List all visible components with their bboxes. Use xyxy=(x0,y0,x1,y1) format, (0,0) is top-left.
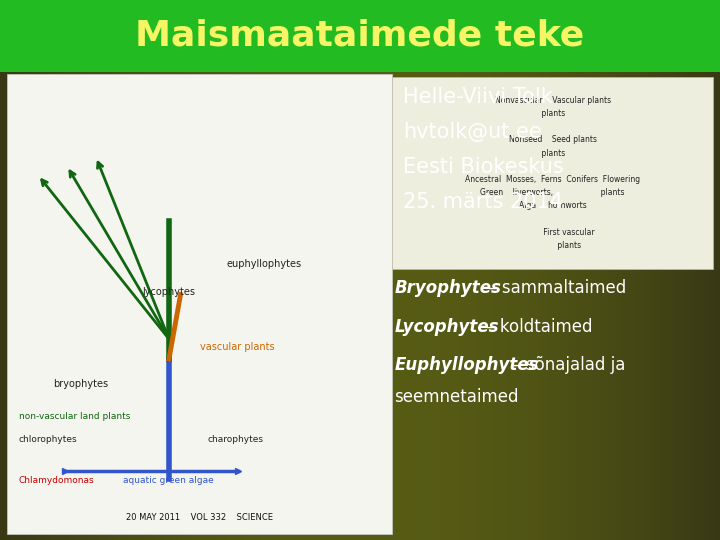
Text: aquatic green algae: aquatic green algae xyxy=(122,476,214,485)
Text: chlorophytes: chlorophytes xyxy=(19,435,77,444)
Text: bryophytes: bryophytes xyxy=(53,379,109,389)
Text: – sõnajalad ja: – sõnajalad ja xyxy=(507,356,625,374)
Text: Helle-Viivi Tolk: Helle-Viivi Tolk xyxy=(403,87,553,107)
Text: non-vascular land plants: non-vascular land plants xyxy=(19,412,130,421)
Text: charophytes: charophytes xyxy=(207,435,264,444)
Text: Nonvascular    Vascular plants
 plants

Nonseed    Seed plants
 plants

Ancestra: Nonvascular Vascular plants plants Nonse… xyxy=(465,96,640,250)
Text: – sammaltaimed: – sammaltaimed xyxy=(482,279,626,296)
Text: Lycophytes: Lycophytes xyxy=(395,318,499,335)
Text: lycophytes: lycophytes xyxy=(142,287,195,296)
Text: hvtolk@ut.ee: hvtolk@ut.ee xyxy=(403,122,542,142)
Text: Maismaataimede teke: Maismaataimede teke xyxy=(135,19,585,53)
Text: seemnetaimed: seemnetaimed xyxy=(395,388,519,406)
Bar xyxy=(0,0,720,72)
Text: euphyllophytes: euphyllophytes xyxy=(227,259,302,269)
Bar xyxy=(392,77,713,269)
Text: vascular plants: vascular plants xyxy=(200,342,274,352)
Text: Euphyllophytes: Euphyllophytes xyxy=(395,356,539,374)
Bar xyxy=(7,74,392,534)
Text: 25. märts 2014: 25. märts 2014 xyxy=(403,192,563,212)
Text: Chlamydomonas: Chlamydomonas xyxy=(19,476,94,485)
Text: Eesti Biokeskus: Eesti Biokeskus xyxy=(403,157,564,177)
Text: Bryophytes: Bryophytes xyxy=(395,279,501,296)
Text: – koldtaimed: – koldtaimed xyxy=(480,318,592,335)
Text: 20 MAY 2011    VOL 332    SCIENCE: 20 MAY 2011 VOL 332 SCIENCE xyxy=(126,513,274,522)
